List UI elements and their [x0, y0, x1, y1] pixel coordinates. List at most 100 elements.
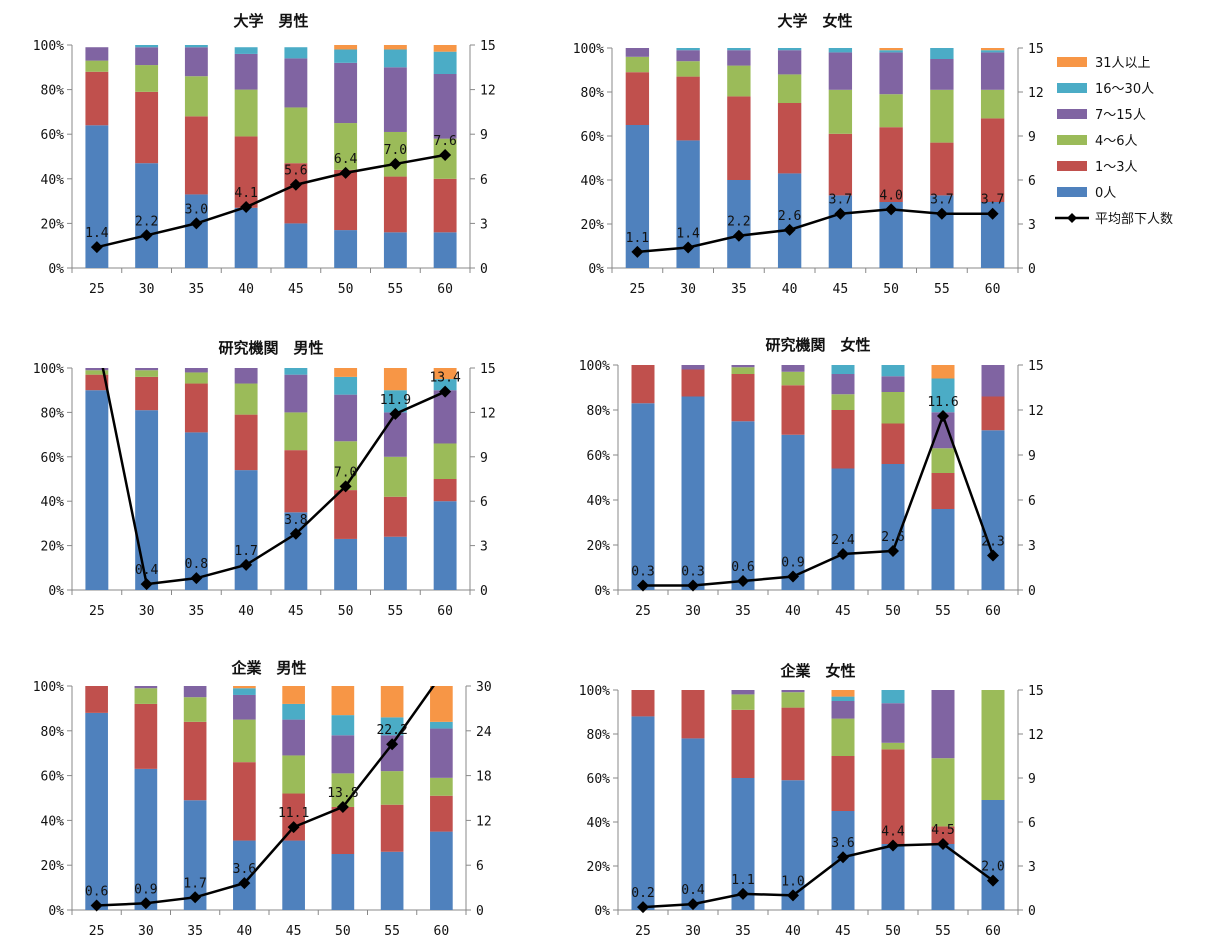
- line-point: [986, 207, 999, 220]
- bar-segment: [731, 709, 755, 778]
- bar-segment: [334, 45, 358, 50]
- bar-segment: [430, 831, 453, 910]
- bar-segment: [781, 780, 805, 910]
- legend-entry: 0人: [1095, 186, 1116, 201]
- bar-segment: [331, 806, 355, 854]
- x-tick-label: 55: [388, 604, 404, 619]
- bar-segment: [881, 423, 905, 464]
- bar-segment: [284, 163, 308, 224]
- line-point: [687, 898, 699, 911]
- data-label: 4.5: [931, 823, 954, 838]
- bar-segment: [981, 800, 1005, 910]
- x-tick-label: 25: [89, 604, 105, 619]
- line-point: [389, 157, 402, 170]
- chart-title: 大学 男性: [233, 12, 308, 30]
- bar-segment: [183, 686, 207, 698]
- bar-segment: [85, 368, 109, 371]
- bar-segment: [433, 390, 457, 444]
- bar-segment: [135, 370, 159, 377]
- bar-segment: [233, 686, 256, 689]
- bar-segment: [184, 432, 208, 590]
- bar-segment: [828, 52, 853, 90]
- bar-segment: [184, 45, 208, 48]
- data-label: 0.9: [134, 882, 157, 897]
- x-tick-label: 35: [189, 604, 205, 619]
- chart-title: 大学 女性: [777, 12, 852, 30]
- data-label: 11.9: [380, 393, 411, 408]
- x-tick-label: 30: [685, 924, 701, 939]
- line-point: [687, 579, 699, 592]
- bar-segment: [380, 717, 404, 736]
- x-tick-label: 45: [288, 282, 304, 297]
- bar-segment: [183, 721, 207, 801]
- legend-entry: 平均部下人数: [1095, 212, 1173, 227]
- chart-title: 研究機関 女性: [765, 336, 870, 354]
- bar-segment: [383, 536, 407, 590]
- x-tick-label: 35: [731, 282, 747, 297]
- data-label: 2.4: [831, 533, 855, 548]
- bar-segment: [831, 756, 855, 811]
- bar-segment: [134, 703, 158, 769]
- bar-segment: [430, 777, 453, 796]
- line-point: [389, 407, 402, 420]
- bar-segment: [234, 207, 258, 268]
- line-point: [140, 229, 153, 242]
- bar-segment: [676, 76, 700, 141]
- bar-segment: [781, 434, 805, 590]
- line-point: [887, 545, 899, 557]
- bar-segment: [681, 738, 705, 910]
- legend-swatch: [1057, 187, 1087, 197]
- bar-segment: [931, 473, 955, 509]
- bar-segment: [631, 365, 655, 404]
- line-point: [240, 558, 253, 571]
- y2-tick-label: 12: [1028, 86, 1044, 101]
- y-tick-label: 40%: [41, 173, 65, 188]
- bar-segment: [134, 688, 158, 704]
- y-tick-label: 80%: [41, 725, 65, 740]
- bar-segment: [727, 50, 751, 66]
- bar-segment: [625, 125, 650, 268]
- bar-segment: [184, 383, 208, 433]
- x-tick-label: 60: [437, 604, 453, 619]
- chart-panel-2: 大学 女性 0% 20% 40% 60% 80% 100% 0 3 6 9 12 15 25 30 35 40 4…: [573, 12, 1044, 297]
- y2-tick-label: 6: [480, 173, 488, 188]
- bar-segment: [383, 232, 407, 268]
- bar-segment: [383, 49, 407, 68]
- bar-segment: [881, 464, 905, 590]
- y2-tick-label: 0: [480, 262, 488, 277]
- bar-segment: [781, 385, 805, 435]
- data-label: 4.4: [881, 824, 905, 839]
- y-tick-label: 0%: [594, 584, 610, 599]
- x-tick-label: 40: [238, 604, 254, 619]
- bar-segment: [828, 89, 853, 134]
- bar-segment: [831, 374, 855, 395]
- bar-segment: [334, 62, 358, 124]
- y2-tick-label: 15: [1028, 42, 1044, 57]
- line-point: [287, 821, 300, 834]
- line-point: [937, 410, 949, 422]
- line-point: [783, 223, 796, 236]
- x-tick-label: 45: [833, 282, 849, 297]
- bar-segment: [931, 690, 955, 759]
- x-tick-label: 60: [437, 282, 453, 297]
- line-point: [631, 245, 644, 258]
- y2-tick-label: 3: [480, 217, 488, 232]
- line-point: [885, 203, 898, 216]
- x-tick-label: 60: [434, 924, 450, 939]
- bar-segment: [383, 67, 407, 132]
- bar-segment: [980, 50, 1005, 53]
- bar-segment: [135, 91, 159, 164]
- line-point: [90, 899, 103, 912]
- bar-segment: [383, 176, 407, 233]
- y-tick-label: 20%: [587, 860, 611, 875]
- y2-tick-label: 0: [1028, 584, 1036, 599]
- bar-segment: [284, 47, 308, 59]
- bar-segment: [135, 376, 159, 411]
- line-point: [787, 570, 799, 583]
- bar-segment: [980, 48, 1005, 51]
- y-tick-label: 80%: [41, 406, 65, 421]
- bar-segment: [931, 412, 955, 449]
- chart-panel-6: 企業 女性 0% 20% 40% 60% 80% 100% 0 3 6 9 12 15 25 30 35 40 4…: [579, 662, 1044, 939]
- line-point: [336, 800, 349, 813]
- bar-segment: [334, 394, 358, 442]
